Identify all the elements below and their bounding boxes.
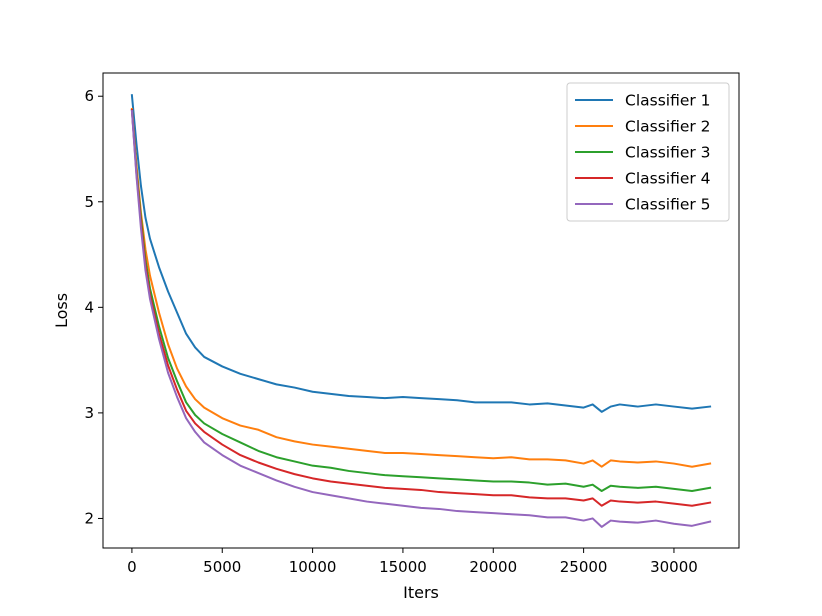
x-tick-label: 20000: [469, 558, 517, 576]
y-axis-title: Loss: [52, 293, 71, 328]
series-line-4: [130, 108, 712, 507]
legend-label-1: Classifier 1: [625, 92, 711, 110]
legend-label-4: Classifier 4: [625, 170, 711, 188]
legend: Classifier 1 Classifier 2 Classifier 3 Clas…: [566, 82, 730, 222]
legend-label-3: Classifier 3: [625, 144, 711, 162]
x-axis-title: Iters: [403, 583, 439, 602]
x-tick-label: 15000: [379, 558, 427, 576]
y-tick-label: 5: [84, 193, 94, 211]
ticks-layer: 0 5000 10000 15000 20000 25000 30000 2 3 4 5 6: [84, 87, 697, 576]
x-tick-label: 10000: [289, 558, 337, 576]
series-layer: [130, 94, 712, 528]
y-tick-label: 6: [84, 87, 94, 105]
y-tick-label: 2: [84, 509, 94, 527]
y-tick-label: 4: [84, 298, 94, 316]
series-line-2: [130, 107, 712, 468]
legend-label-5: Classifier 5: [625, 196, 711, 214]
legend-box: [566, 82, 730, 222]
x-tick-label: 25000: [560, 558, 608, 576]
legend-label-2: Classifier 2: [625, 118, 711, 136]
x-tick-label: 30000: [650, 558, 698, 576]
series-line-1: [130, 94, 712, 413]
x-tick-label: 5000: [203, 558, 241, 576]
series-line-5: [130, 109, 712, 528]
series-line-3: [130, 108, 712, 492]
x-tick-label: 0: [127, 558, 137, 576]
y-tick-label: 3: [84, 404, 94, 422]
plot-frame: [102, 72, 740, 549]
